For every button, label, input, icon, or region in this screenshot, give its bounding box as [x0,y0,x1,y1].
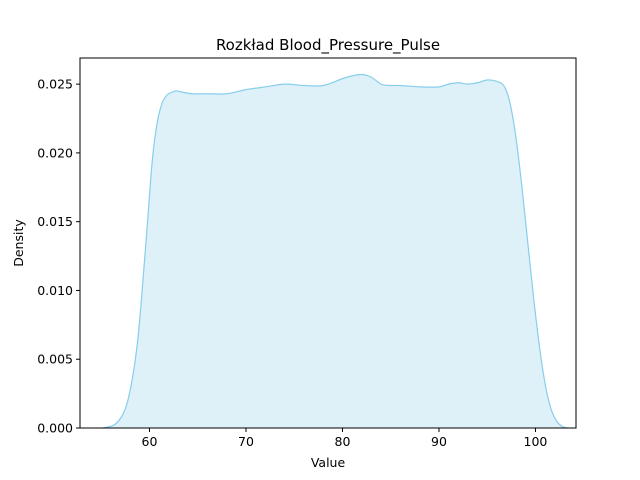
plot-area [102,73,569,429]
x-axis: 60 70 80 90 100 [142,428,548,449]
y-tick-label: 0.015 [37,214,73,229]
y-tick-label: 0.005 [37,352,73,367]
x-axis-label: Value [311,455,346,470]
y-tick-label: 0.025 [37,77,73,92]
density-area-fill [103,74,569,428]
x-tick-label: 80 [335,434,351,449]
axes-frame [79,57,577,429]
chart-title: Rozkład Blood_Pressure_Pulse [216,36,440,55]
y-axis-label: Density [11,219,26,267]
x-tick-label: 60 [142,434,158,449]
x-tick-label: 100 [524,434,548,449]
y-tick-label: 0.020 [37,145,73,160]
x-tick-label: 70 [238,434,254,449]
y-axis: 0.000 0.005 0.010 0.015 0.020 0.025 [37,77,80,436]
density-curve [102,73,569,429]
y-tick-label: 0.000 [37,421,73,436]
y-tick-label: 0.010 [37,283,73,298]
x-tick-label: 90 [431,434,447,449]
